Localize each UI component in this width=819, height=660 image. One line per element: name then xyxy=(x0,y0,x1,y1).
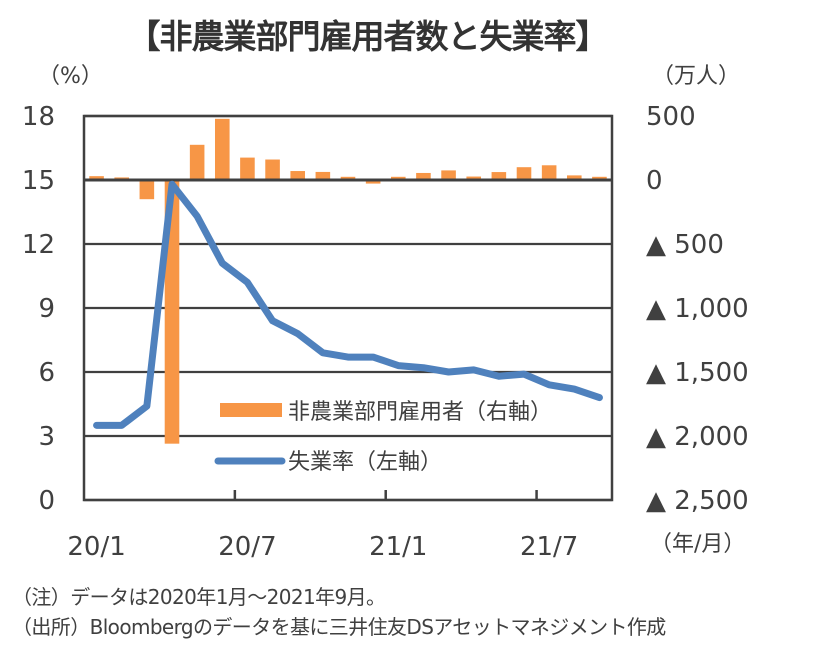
right-tick-label: ▲ 2,000 xyxy=(646,422,749,452)
bar xyxy=(466,176,482,180)
bar xyxy=(592,176,607,180)
x-tick-label: 21/7 xyxy=(520,532,578,562)
bar xyxy=(516,167,532,180)
bar xyxy=(541,165,557,180)
right-axis-unit-label: （万人） xyxy=(652,64,741,89)
right-tick-label: ▲ 1,500 xyxy=(646,358,749,388)
x-tick-label: 20/1 xyxy=(67,532,125,562)
bar xyxy=(214,118,230,180)
x-axis-tick-labels: 20/1 20/7 21/1 21/7 xyxy=(67,532,578,562)
bar xyxy=(491,172,507,180)
bar xyxy=(315,171,331,180)
plot-border xyxy=(82,114,614,502)
right-tick-label: ▲ 1,000 xyxy=(646,294,749,324)
note-data-period: （注）データは2020年1月～2021年9月。 xyxy=(12,585,386,609)
line-series-unemployment-rate xyxy=(93,180,603,429)
bar xyxy=(365,180,381,184)
bar xyxy=(416,172,431,180)
legend-label-payrolls: 非農業部門雇用者（右軸） xyxy=(288,400,552,425)
bar xyxy=(441,170,456,180)
bar xyxy=(240,157,255,180)
bar xyxy=(139,180,155,200)
left-tick-label: 6 xyxy=(38,358,55,388)
left-axis-unit-label: （%） xyxy=(38,64,103,89)
bar xyxy=(566,175,582,180)
bar xyxy=(189,144,205,180)
plot-frame xyxy=(82,114,614,502)
left-tick-label: 12 xyxy=(22,230,55,260)
x-tick-label: 21/1 xyxy=(369,532,427,562)
chart-title: 【非農業部門雇用者数と失業率】 xyxy=(127,17,609,56)
right-tick-label: 500 xyxy=(646,102,696,132)
x-axis-unit-label: （年/月） xyxy=(650,532,746,557)
legend: 非農業部門雇用者（右軸） 失業率（左軸） xyxy=(214,400,552,475)
bar xyxy=(89,176,104,180)
left-tick-label: 3 xyxy=(38,422,55,452)
bar xyxy=(340,176,356,180)
left-tick-label: 0 xyxy=(38,486,55,516)
note-source: （出所）Bloombergのデータを基に三井住友DSアセットマネジメント作成 xyxy=(12,615,666,639)
x-tick-label: 20/7 xyxy=(218,532,276,562)
left-tick-label: 15 xyxy=(22,166,55,196)
right-tick-label: ▲ 2,500 xyxy=(646,486,749,516)
left-axis-tick-labels: 0 3 6 9 12 15 18 xyxy=(22,102,55,516)
bar xyxy=(390,176,406,180)
left-tick-label: 18 xyxy=(22,102,55,132)
right-tick-label: ▲ 500 xyxy=(646,230,724,260)
bar xyxy=(290,171,306,180)
legend-swatch-payrolls xyxy=(220,403,282,417)
right-axis-tick-labels: 500 0 ▲ 500 ▲ 1,000 ▲ 1,500 ▲ 2,000 ▲ 2,500 xyxy=(646,102,749,516)
left-tick-label: 9 xyxy=(38,294,55,324)
right-tick-label: 0 xyxy=(646,166,663,196)
gridlines xyxy=(84,114,612,502)
legend-label-unemployment: 失業率（左軸） xyxy=(288,450,442,475)
bar xyxy=(265,159,280,180)
